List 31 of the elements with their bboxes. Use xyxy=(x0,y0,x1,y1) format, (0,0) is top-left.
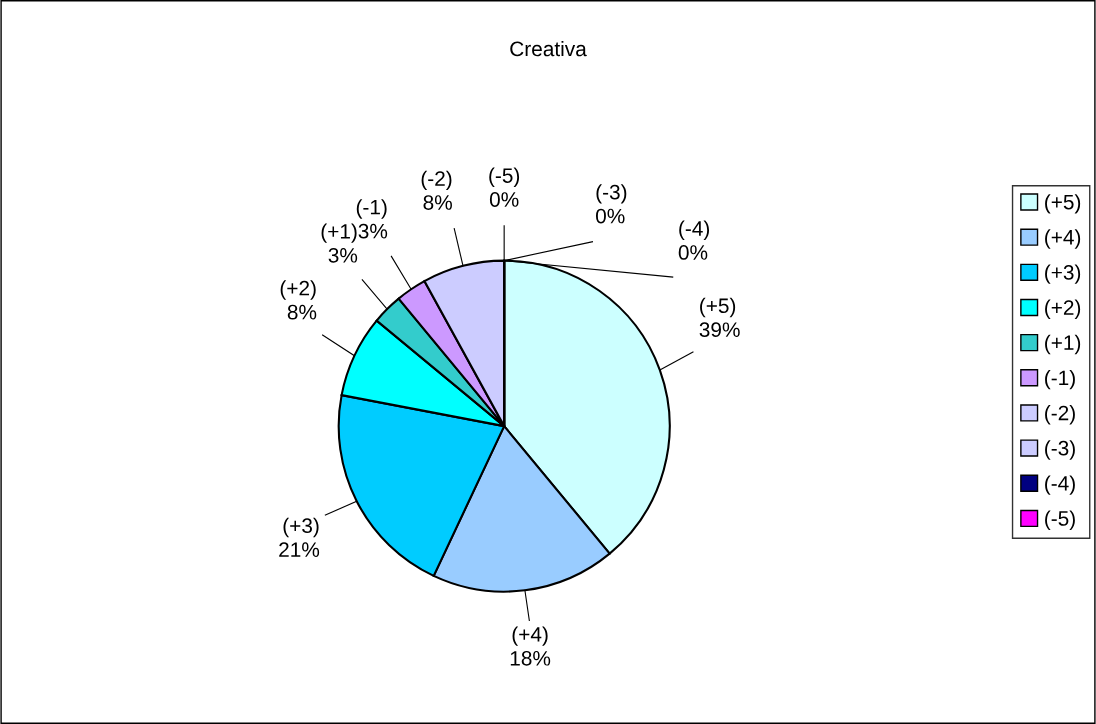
slice-label: (-1) xyxy=(356,199,387,219)
slice-label: (-2) xyxy=(421,170,452,191)
chart-title: Creativa xyxy=(510,40,587,57)
legend-label: (+2) xyxy=(1045,299,1081,320)
slice-label: (+3) xyxy=(283,517,319,538)
category-label: (-4) xyxy=(679,220,710,240)
data-label: 3% xyxy=(328,247,358,263)
legend-label: (-5) xyxy=(1045,510,1075,530)
data-label: 21% xyxy=(279,542,320,557)
legend-label: (+5) xyxy=(1045,194,1081,214)
text: 0% xyxy=(678,245,708,260)
legend-label: (-1) xyxy=(1045,369,1075,390)
text: 0% xyxy=(595,208,625,224)
slice-label: (+2) xyxy=(280,280,316,300)
legend-label: (+3) xyxy=(1045,264,1081,284)
legend-label: (-4) xyxy=(1045,475,1075,495)
data-label: 39% xyxy=(699,322,740,338)
legend-label: (-2) xyxy=(1045,405,1075,425)
slice-label: (+5) xyxy=(700,297,736,318)
data-label: 8% xyxy=(423,195,452,210)
data-label: 8% xyxy=(287,304,317,320)
data-label: 18% xyxy=(510,650,551,666)
data-label: 3% xyxy=(358,223,388,239)
category-label: (-5) xyxy=(489,167,520,188)
legend-label: (+4) xyxy=(1045,229,1081,249)
slice-label: (+4) xyxy=(512,626,548,646)
legend-label: (-3) xyxy=(1045,440,1075,460)
text: 0% xyxy=(489,192,519,207)
slice-label: (+1) xyxy=(321,223,357,243)
category-label: (-3) xyxy=(596,184,627,204)
legend-label: (+1) xyxy=(1045,334,1081,355)
